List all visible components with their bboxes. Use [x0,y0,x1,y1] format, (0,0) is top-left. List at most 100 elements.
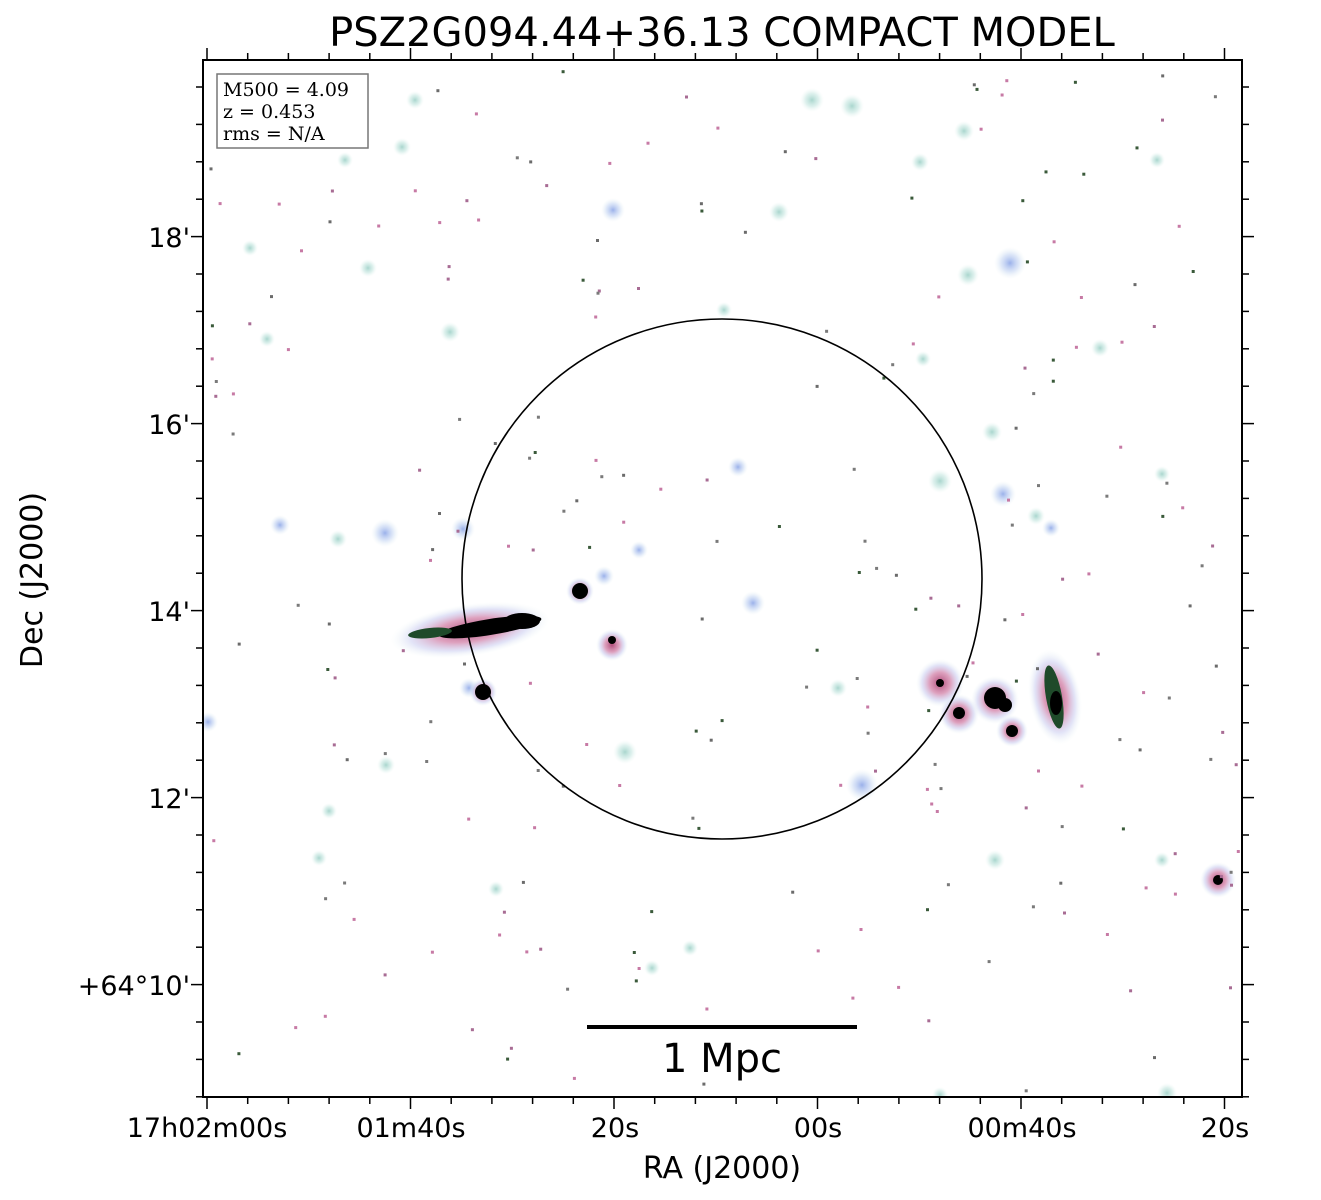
noise-pixel [622,520,626,524]
noise-pixel [566,987,570,991]
noise-pixel [498,933,502,937]
source-halo [377,756,395,774]
cluster-aperture-circle [461,318,983,840]
noise-pixel [1177,224,1181,228]
noise-pixel [1229,986,1232,990]
noise-pixel [1133,283,1137,287]
noise-pixel [528,456,532,460]
noise-pixel [561,70,565,74]
source-halo [440,322,460,342]
noise-pixel [210,324,214,328]
source-halo [601,198,625,222]
noise-pixel [1051,358,1055,362]
noise-pixel [529,160,533,164]
source-halo [829,679,847,697]
noise-pixel [1051,379,1055,383]
noise-pixel [709,738,713,742]
y-axis-label: Dec (J2000) [15,492,50,668]
noise-pixel [1025,260,1029,264]
noise-pixel [330,189,334,193]
noise-pixel [212,839,216,843]
noise-pixel [294,1026,298,1030]
noise-pixel [447,265,451,269]
noise-pixel [477,218,481,222]
noise-pixel [1188,604,1192,608]
noise-pixel [622,473,626,477]
source-halo [644,960,660,976]
noise-pixel [286,348,290,352]
noise-pixel [874,769,877,773]
noise-pixel [1014,426,1018,430]
noise-pixel [345,758,349,762]
noise-pixel [1200,564,1204,568]
noise-pixel [618,784,622,787]
noise-pixel [493,442,497,445]
noise-pixel [930,802,934,806]
noise-pixel [1003,618,1007,622]
noise-pixel [1105,933,1109,936]
source-halo [911,153,929,171]
noise-pixel [646,141,650,145]
noise-pixel [458,417,462,421]
noise-pixel [1014,679,1018,683]
noise-pixel [965,674,969,678]
noise-pixel [533,451,537,454]
noise-pixel [852,467,856,471]
sky-sources [203,88,1236,1097]
noise-pixel [324,897,328,901]
noise-pixel [430,950,434,954]
noise-pixel [1152,325,1156,328]
noise-pixel [911,342,915,346]
noise-pixel [1173,892,1177,896]
noise-pixel [465,199,469,203]
y-tick-label: +64°10' [78,971,190,1002]
x-tick-label: 17h02m00s [127,1113,288,1144]
source-halo [1027,507,1045,525]
noise-pixel [702,1082,706,1086]
source-halo [728,457,748,477]
noise-pixel [1024,806,1028,810]
y-tick-label: 16' [148,410,190,441]
noise-pixel [777,525,781,528]
source-core [475,684,491,700]
noise-pixel [383,973,387,977]
source-halo [1149,152,1165,168]
noise-pixel [277,202,281,206]
elongated-galaxy-core [408,627,452,639]
noise-pixel [1219,875,1223,879]
noise-pixel [1031,905,1035,909]
noise-pixel [929,596,933,600]
info-rms: rms = N/A [223,123,325,145]
noise-pixel [1230,883,1233,887]
noise-pixel [596,291,600,295]
source-halo [840,94,864,118]
noise-pixel [594,458,598,462]
noise-pixel [697,826,701,830]
source-halo [1154,852,1170,868]
noise-pixel [545,184,549,188]
noise-pixel [979,127,983,131]
source-core [572,583,588,599]
noise-pixel [210,357,214,361]
noise-pixel [585,743,589,746]
noise-pixel [429,558,432,562]
x-tick-label: 00m40s [967,1113,1076,1144]
noise-pixel [1118,738,1122,742]
source-halo [932,1087,948,1097]
source-halo [393,138,411,156]
noise-pixel [851,996,855,1000]
noise-pixel [1213,95,1217,99]
noise-pixel [594,315,598,319]
noise-pixel [634,979,638,983]
source-halo [1154,466,1170,482]
noise-pixel [637,287,640,290]
noise-pixel [866,705,870,709]
source-halo [406,91,424,109]
noise-pixel [632,951,636,954]
noise-pixel [600,475,604,479]
noise-pixel [814,157,818,161]
noise-pixel [897,985,901,989]
noise-pixel [715,539,719,543]
source-halo [270,515,290,535]
